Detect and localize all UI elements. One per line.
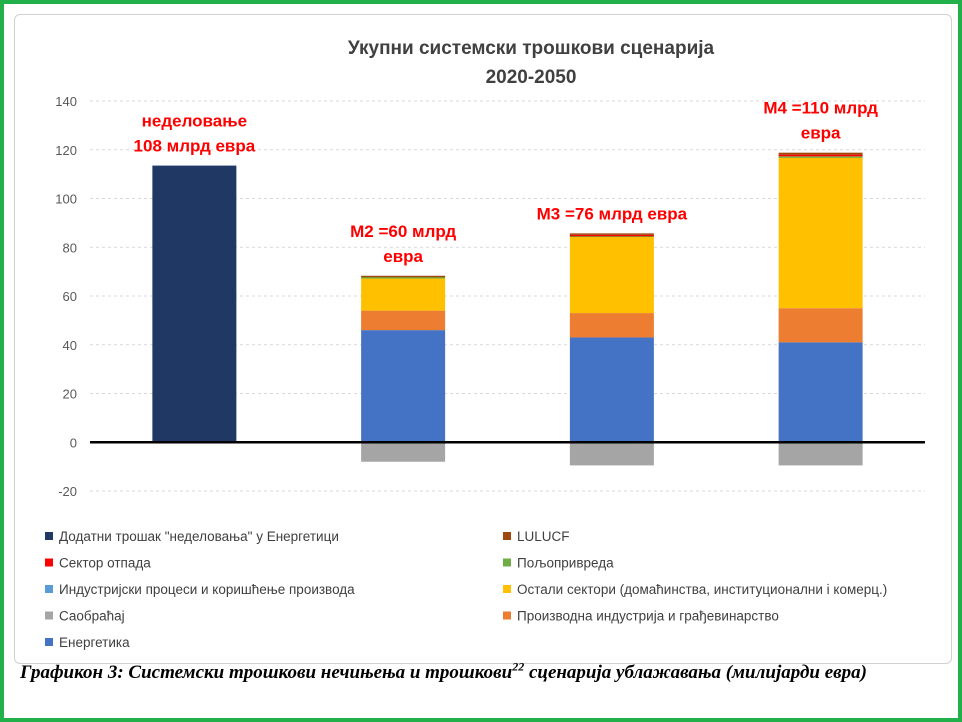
legend-swatch bbox=[503, 532, 511, 540]
legend-swatch bbox=[503, 585, 511, 593]
y-tick-label: 120 bbox=[55, 143, 77, 158]
legend-label: Пољопривреда bbox=[517, 556, 614, 571]
annotation-2: M2 =60 млрд bbox=[350, 222, 456, 241]
bar-3-остали-сектори-домаћинства-институционални-і-комерц- bbox=[569, 236, 654, 314]
caption-text-after: сценарија ублажавања (милијарди евра) bbox=[524, 662, 867, 683]
legend-swatch bbox=[45, 532, 53, 540]
annotation-1: неделовање bbox=[142, 112, 247, 131]
legend-label: LULUCF bbox=[517, 529, 570, 544]
legend-swatch bbox=[503, 611, 511, 620]
annotation-4: евра bbox=[801, 124, 841, 143]
bar-4-пољопривреда bbox=[778, 156, 863, 158]
bar-2-производна-индустрија-и-грађевинарство bbox=[361, 310, 446, 331]
bar-4-производна-индустрија-и-грађевинарство bbox=[778, 308, 863, 343]
annotation-2: евра bbox=[383, 247, 423, 266]
bar-1-додатни-трошак-неделовања-у-енергетици bbox=[152, 165, 237, 443]
legend-swatch bbox=[45, 638, 53, 646]
y-tick-label: 20 bbox=[63, 387, 77, 402]
bar-2-пољопривреда bbox=[361, 276, 446, 279]
bar-2-остали-сектори-домаћинства-институционални-і-комерц- bbox=[361, 277, 446, 311]
legend-label: Енергетика bbox=[59, 635, 130, 650]
y-tick-label: -20 bbox=[58, 484, 77, 499]
y-tick-label: 60 bbox=[63, 289, 77, 304]
bar-4-сектор-отпада bbox=[778, 154, 863, 157]
bar-2-саобраћај bbox=[361, 442, 446, 462]
y-tick-label: 80 bbox=[63, 240, 77, 255]
legend-label: Производна индустрија и грађевинарство bbox=[517, 609, 779, 624]
chart-subtitle: 2020-2050 bbox=[486, 67, 577, 88]
bar-3-енергетика bbox=[569, 337, 654, 443]
legend-label: Индустријски процеси и коришћење произво… bbox=[59, 582, 355, 597]
legend-label: Сектор отпада bbox=[59, 556, 151, 571]
annotation-3: M3 =76 млрд евра bbox=[537, 204, 688, 223]
annotation-1: 108 млрд евра bbox=[134, 137, 256, 156]
legend-swatch bbox=[45, 558, 53, 567]
bar-2-lulucf bbox=[361, 275, 446, 278]
legend-label: Остали сектори (домаћинства, институцион… bbox=[517, 582, 887, 597]
y-tick-label: 40 bbox=[63, 338, 77, 353]
chart-title: Укупни системски трошкови сценарија bbox=[348, 38, 715, 59]
bar-3-сектор-отпада bbox=[569, 234, 654, 237]
legend-swatch bbox=[45, 585, 53, 593]
bar-4-енергетика bbox=[778, 342, 863, 443]
figure-caption: Графикон 3: Системски трошкови нечињења … bbox=[20, 659, 945, 684]
y-tick-label: 140 bbox=[55, 94, 77, 109]
legend-label: Додатни трошак "неделовања" у Енергетици bbox=[59, 529, 339, 544]
bar-3-производна-индустрија-и-грађевинарство bbox=[569, 313, 654, 338]
legend-swatch bbox=[503, 558, 511, 567]
bar-4-lulucf bbox=[778, 152, 863, 155]
y-tick-label: 100 bbox=[55, 192, 77, 207]
bar-3-саобраћај bbox=[569, 442, 654, 466]
bar-2-енергетика bbox=[361, 330, 446, 443]
bar-3-lulucf bbox=[569, 233, 654, 235]
legend-swatch bbox=[45, 611, 53, 620]
caption-text: Графикон 3: Системски трошкови нечињења … bbox=[20, 662, 513, 683]
annotation-4: M4 =110 млрд bbox=[763, 99, 878, 118]
caption-footnote: 22 bbox=[512, 659, 525, 674]
bar-4-остали-сектори-домаћинства-институционални-і-комерц- bbox=[778, 157, 863, 309]
legend-label: Саобраћај bbox=[59, 609, 125, 624]
bar-4-саобраћај bbox=[778, 442, 863, 466]
y-tick-label: 0 bbox=[70, 435, 77, 450]
